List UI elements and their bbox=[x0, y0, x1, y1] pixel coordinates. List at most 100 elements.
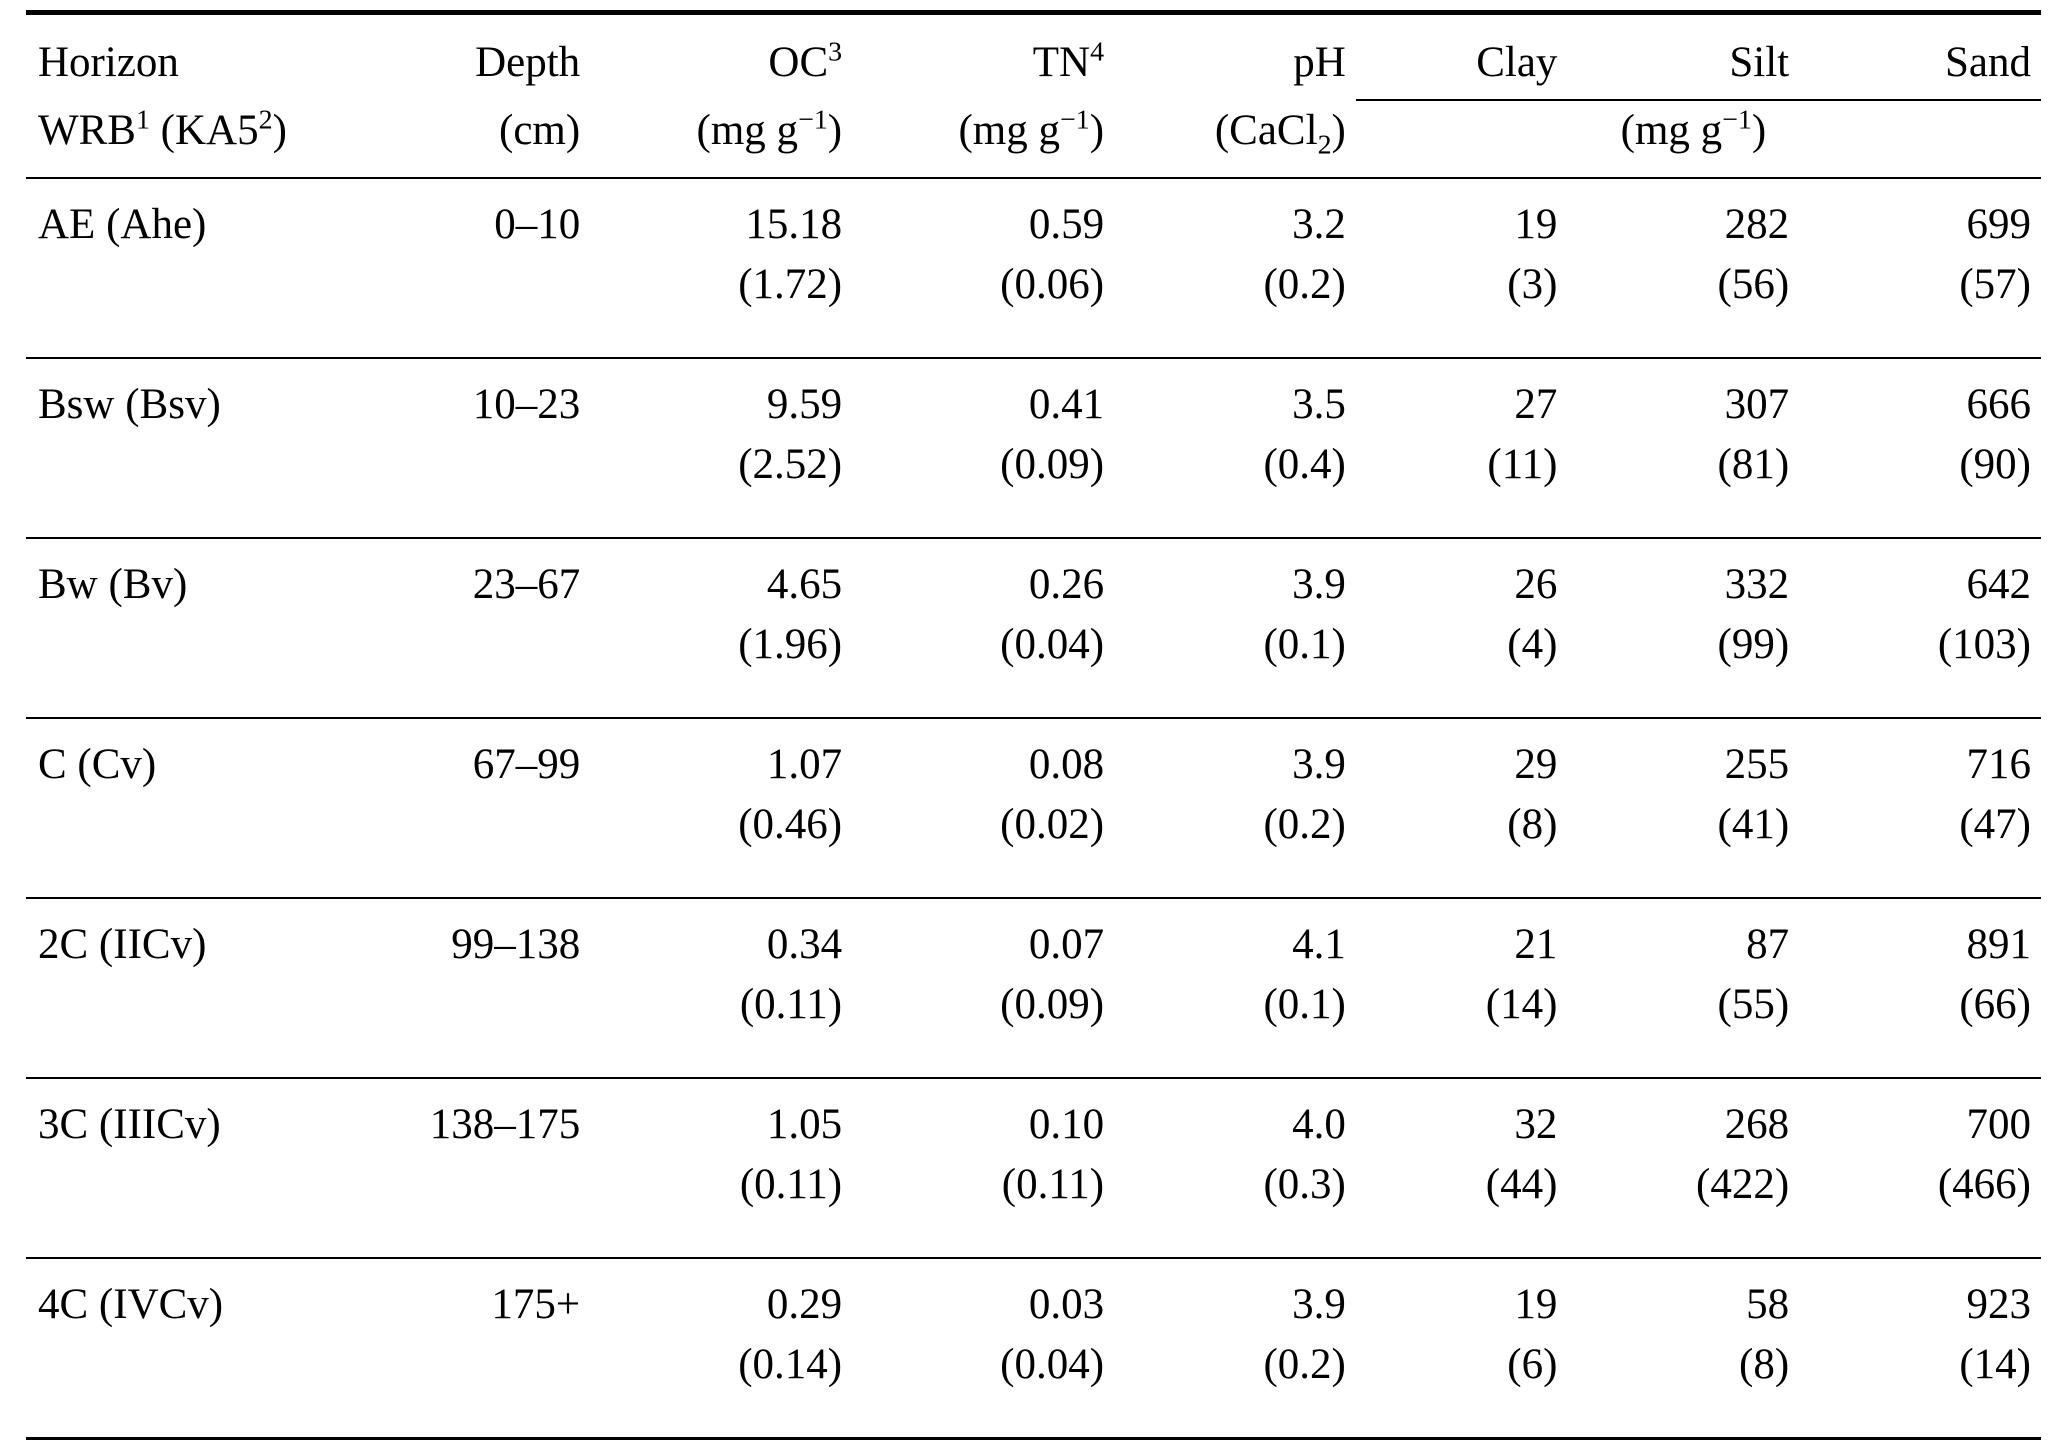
cell-horizon: AE (Ahe) bbox=[26, 177, 369, 255]
cell-clay-sd: (8) bbox=[1507, 801, 1558, 848]
cell-depth: 23–67 bbox=[368, 537, 591, 615]
cell-sand: 716 bbox=[1799, 717, 2041, 795]
cell-sand-sd: (103) bbox=[1937, 621, 2031, 668]
cell-ph: 4.0 bbox=[1114, 1077, 1356, 1155]
cell-sand: 699 bbox=[1799, 177, 2041, 255]
texture-unit-post: ) bbox=[1751, 107, 1767, 154]
table-row: C (Cv) 67–99 1.07 0.08 3.9 29 255 716 bbox=[26, 717, 2041, 795]
cell-clay: 21 bbox=[1355, 897, 1568, 975]
cell-oc: 4.65 bbox=[590, 537, 853, 615]
cell-silt: 282 bbox=[1567, 177, 1800, 255]
cell-tn: 0.03 bbox=[852, 1257, 1115, 1335]
header-silt: Silt bbox=[1567, 12, 1800, 101]
cell-tn-sd: (0.11) bbox=[1001, 1161, 1105, 1208]
cell-depth: 175+ bbox=[368, 1257, 591, 1335]
ka5-footnote: 2 bbox=[258, 104, 273, 136]
cell-depth: 99–138 bbox=[368, 897, 591, 975]
cell-ph-sd: (0.2) bbox=[1263, 1341, 1346, 1388]
header-horizon-classification: WRB1 (KA52) bbox=[26, 100, 369, 179]
cell-empty bbox=[26, 435, 369, 538]
oc-unit-post: ) bbox=[827, 107, 843, 154]
cell-oc: 15.18 bbox=[590, 177, 853, 255]
header-depth-unit: (cm) bbox=[368, 100, 591, 179]
tn-unit-pre: (mg g bbox=[958, 107, 1060, 154]
header-ph-unit: (CaCl2) bbox=[1114, 100, 1356, 179]
header-oc: OC3 bbox=[590, 13, 852, 101]
oc-unit-pre: (mg g bbox=[696, 107, 799, 154]
cell-ph: 4.1 bbox=[1114, 897, 1356, 975]
cell-oc: 0.29 bbox=[590, 1257, 853, 1335]
table-row: 2C (IICv) 99–138 0.34 0.07 4.1 21 87 891 bbox=[26, 897, 2041, 975]
cell-oc-sd: (1.96) bbox=[738, 621, 843, 668]
table-row: 3C (IIICv) 138–175 1.05 0.10 4.0 32 268 … bbox=[26, 1077, 2041, 1155]
header-silt-label: Silt bbox=[1729, 39, 1790, 86]
cell-clay: 32 bbox=[1355, 1077, 1568, 1155]
cell-silt-sd: (8) bbox=[1739, 1341, 1790, 1388]
cell-empty bbox=[369, 975, 591, 1078]
cell-sand: 642 bbox=[1799, 537, 2041, 615]
header-oc-label: OC bbox=[768, 39, 829, 86]
ph-unit-pre: (CaCl bbox=[1214, 107, 1318, 154]
cell-tn-sd: (0.06) bbox=[1000, 261, 1105, 308]
oc-unit-exp: −1 bbox=[798, 104, 828, 136]
cell-clay-sd: (3) bbox=[1507, 261, 1558, 308]
cell-depth: 10–23 bbox=[368, 357, 591, 435]
header-clay-label: Clay bbox=[1476, 39, 1558, 86]
header-clay: Clay bbox=[1355, 12, 1568, 101]
header-horizon-label: Horizon bbox=[38, 39, 179, 86]
header-horizon: Horizon bbox=[26, 13, 369, 101]
cell-sand-sd: (66) bbox=[1959, 981, 2031, 1028]
cell-silt: 255 bbox=[1567, 717, 1800, 795]
cell-clay: 29 bbox=[1355, 717, 1568, 795]
ka5-label: (KA5 bbox=[149, 107, 259, 154]
cell-empty bbox=[369, 1155, 591, 1258]
header-row-units: WRB1 (KA52) (cm) (mg g−1) (mg g−1) (CaCl… bbox=[26, 100, 2041, 179]
header-texture-unit: (mg g−1) bbox=[1355, 100, 2041, 179]
cell-oc: 9.59 bbox=[590, 357, 853, 435]
table-row-sd: (2.52) (0.09) (0.4) (11) (81) (90) bbox=[26, 435, 2041, 538]
cell-ph-sd: (0.2) bbox=[1263, 801, 1346, 848]
cell-silt-sd: (55) bbox=[1717, 981, 1790, 1028]
cell-depth: 0–10 bbox=[368, 177, 591, 255]
table-row-sd: (0.46) (0.02) (0.2) (8) (41) (47) bbox=[26, 795, 2041, 898]
cell-empty bbox=[26, 1155, 369, 1258]
cell-silt-sd: (99) bbox=[1717, 621, 1790, 668]
cell-clay: 19 bbox=[1355, 177, 1568, 255]
cell-oc-sd: (2.52) bbox=[738, 441, 843, 488]
header-oc-footnote: 3 bbox=[828, 36, 843, 68]
cell-ph: 3.2 bbox=[1114, 177, 1356, 255]
cell-depth: 138–175 bbox=[368, 1077, 591, 1155]
header-depth: Depth bbox=[369, 13, 591, 101]
tn-unit-post: ) bbox=[1089, 107, 1105, 154]
header-oc-unit: (mg g−1) bbox=[590, 100, 853, 179]
cell-horizon: 4C (IVCv) bbox=[26, 1257, 369, 1335]
cell-horizon: C (Cv) bbox=[26, 717, 369, 795]
cell-oc-sd: (0.46) bbox=[738, 801, 843, 848]
header-tn-footnote: 4 bbox=[1090, 36, 1105, 68]
cell-clay-sd: (44) bbox=[1485, 1161, 1558, 1208]
cell-sand-sd: (90) bbox=[1959, 441, 2031, 488]
header-sand-label: Sand bbox=[1945, 39, 2031, 86]
cell-ph-sd: (0.2) bbox=[1263, 261, 1346, 308]
cell-ph-sd: (0.1) bbox=[1263, 621, 1346, 668]
cell-silt: 268 bbox=[1567, 1077, 1800, 1155]
header-tn: TN4 bbox=[852, 13, 1114, 101]
texture-unit-exp: −1 bbox=[1722, 104, 1752, 136]
cell-oc-sd: (1.72) bbox=[738, 261, 843, 308]
cell-silt: 87 bbox=[1567, 897, 1800, 975]
wrb-label: WRB bbox=[38, 107, 136, 154]
cell-empty bbox=[369, 435, 591, 538]
header-ph-label: pH bbox=[1293, 39, 1346, 86]
table-row-sd: (0.14) (0.04) (0.2) (6) (8) (14) bbox=[26, 1335, 2041, 1439]
table-header: Horizon Depth OC3 TN4 pH Clay Silt Sand … bbox=[26, 12, 2041, 179]
texture-unit-pre: (mg g bbox=[1620, 107, 1723, 154]
cell-empty bbox=[369, 255, 591, 358]
cell-empty bbox=[26, 975, 369, 1078]
cell-tn-sd: (0.02) bbox=[1000, 801, 1105, 848]
cell-clay: 27 bbox=[1355, 357, 1568, 435]
cell-empty bbox=[369, 1335, 591, 1439]
cell-depth: 67–99 bbox=[368, 717, 591, 795]
header-depth-label: Depth bbox=[475, 39, 581, 86]
cell-tn: 0.41 bbox=[852, 357, 1115, 435]
